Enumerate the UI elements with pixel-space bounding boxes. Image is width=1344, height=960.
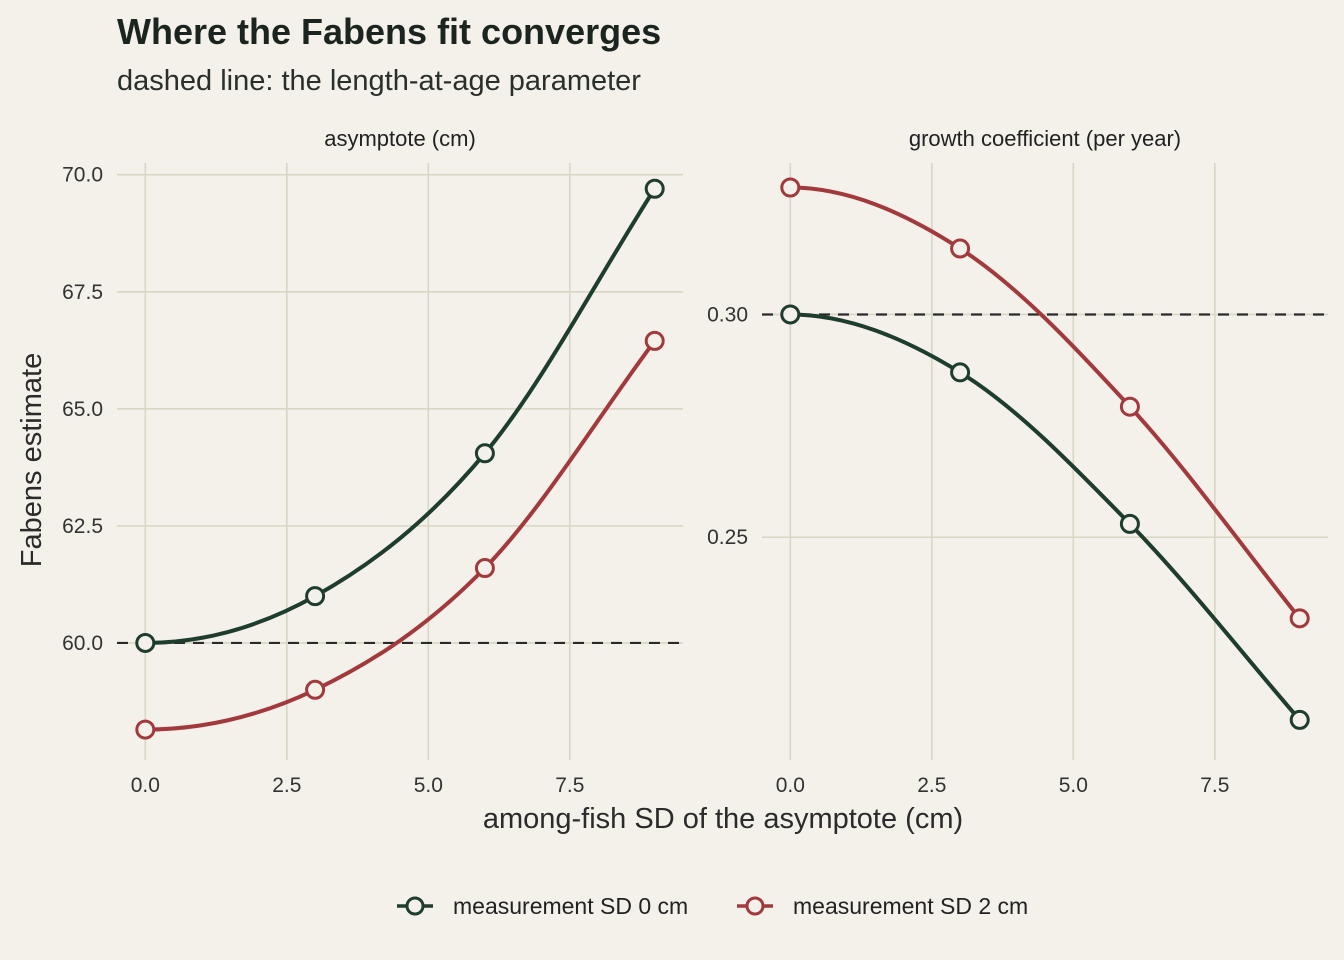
series-line-0 — [788, 312, 1302, 722]
x-tick-label: 2.5 — [272, 774, 301, 797]
data-point — [305, 586, 326, 607]
data-point — [474, 443, 495, 464]
legend-item-sd2: measurement SD 2 cm — [737, 893, 1028, 919]
data-point — [474, 558, 495, 579]
data-point — [950, 238, 971, 259]
x-tick-label: 2.5 — [917, 774, 946, 797]
y-tick-label: 0.30 — [707, 303, 748, 326]
data-point — [135, 719, 156, 740]
panel-title-growth-coefficient: growth coefficient (per year) — [909, 126, 1181, 151]
panel-growth-coefficient: 0.0 2.5 5.0 7.5 0.25 0.30 — [707, 163, 1328, 797]
y-tick-label: 62.5 — [62, 515, 103, 538]
series-line-0 — [143, 186, 657, 645]
data-point — [950, 362, 971, 383]
y-tick-label: 65.0 — [62, 398, 103, 421]
y-tick-label: 60.0 — [62, 632, 103, 655]
y-tick-label: 67.5 — [62, 281, 103, 304]
legend: measurement SD 0 cm measurement SD 2 cm — [397, 893, 1028, 919]
chart-title: Where the Fabens fit converges — [117, 11, 661, 52]
legend-label-sd0: measurement SD 0 cm — [453, 893, 688, 919]
legend-label-sd2: measurement SD 2 cm — [793, 893, 1028, 919]
series-line-1 — [143, 338, 657, 732]
y-tick-label: 70.0 — [62, 164, 103, 187]
x-tick-label: 5.0 — [414, 774, 443, 797]
panel-title-asymptote: asymptote (cm) — [324, 126, 476, 151]
data-point — [305, 679, 326, 700]
legend-marker-sd2 — [745, 896, 765, 916]
x-tick-label: 0.0 — [776, 774, 805, 797]
x-axis-title: among-fish SD of the asymptote (cm) — [483, 803, 963, 835]
x-tick-label: 7.5 — [555, 774, 584, 797]
data-point — [1119, 396, 1140, 417]
data-point — [135, 632, 156, 653]
data-point — [780, 177, 801, 198]
series-line-1 — [788, 185, 1302, 621]
x-tick-label: 0.0 — [131, 774, 160, 797]
data-point — [1119, 513, 1140, 534]
legend-item-sd0: measurement SD 0 cm — [397, 893, 688, 919]
y-tick-label: 0.25 — [707, 526, 748, 549]
data-point — [1289, 608, 1310, 629]
panel-asymptote: 0.0 2.5 5.0 7.5 60.0 62.5 65.0 67.5 70.0 — [62, 163, 683, 797]
data-point — [644, 178, 665, 199]
y-axis-title: Fabens estimate — [16, 353, 48, 567]
legend-marker-sd0 — [405, 896, 425, 916]
x-tick-label: 5.0 — [1059, 774, 1088, 797]
data-point — [644, 330, 665, 351]
data-point — [780, 304, 801, 325]
x-tick-label: 7.5 — [1200, 774, 1229, 797]
chart-subtitle: dashed line: the length-at-age parameter — [117, 65, 641, 97]
data-point — [1289, 709, 1310, 730]
